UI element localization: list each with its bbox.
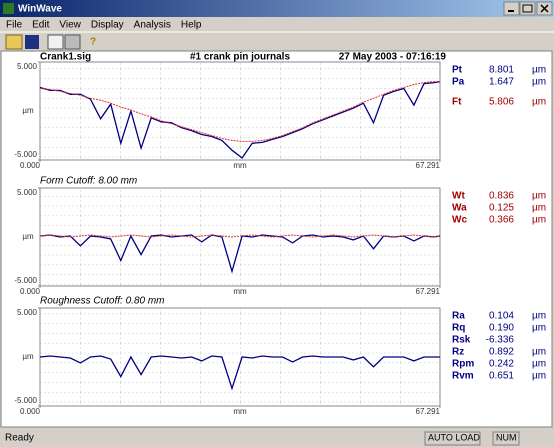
- x-axis-label: mm: [233, 407, 247, 416]
- status-panel-text: AUTO LOAD: [428, 432, 480, 442]
- plot-label: Form Cutoff: 8.00 mm: [40, 176, 137, 187]
- y-tick-label: 5.000: [17, 62, 38, 71]
- save-button[interactable]: [25, 35, 39, 49]
- param-unit: µm: [532, 203, 546, 214]
- param-name: Rz: [452, 347, 464, 358]
- param-unit: µm: [532, 359, 546, 370]
- param-value: 5.806: [489, 97, 514, 108]
- param-unit: µm: [532, 311, 546, 322]
- param-value: 0.104: [489, 311, 514, 322]
- x-axis-label: mm: [233, 287, 247, 296]
- param-name: Rsk: [452, 335, 471, 346]
- menu-item[interactable]: Help: [181, 20, 202, 31]
- svg-text:?: ?: [90, 37, 96, 48]
- trace: [39, 355, 440, 391]
- window-controls[interactable]: [503, 1, 553, 16]
- plot-area: [39, 307, 441, 407]
- y-tick-label: -5.000: [14, 276, 37, 285]
- param-unit: µm: [532, 191, 546, 202]
- plots: 5.000 -5.000 µm 0.000 67.291 mm Pt 8.801 µm Pa 1.6…: [14, 61, 546, 416]
- trace: [39, 234, 441, 238]
- param-value: 0.366: [489, 215, 514, 226]
- param-value: 0.125: [489, 203, 514, 214]
- param-unit: µm: [532, 65, 546, 76]
- param-value: 0.892: [489, 347, 514, 358]
- param-value: 0.190: [489, 323, 514, 334]
- file-name: Crank1.sig: [40, 52, 91, 63]
- plot-area: [39, 61, 441, 161]
- menu-bar: File Edit View Display Analysis Help: [6, 20, 202, 31]
- status-panel: [424, 431, 481, 446]
- x-axis-label: mm: [233, 161, 247, 170]
- menu-item[interactable]: Analysis: [134, 20, 171, 31]
- param-unit: µm: [532, 77, 546, 88]
- param-value: -6.336: [486, 335, 515, 346]
- x-tick-label: 0.000: [20, 407, 41, 416]
- title-bar: [0, 0, 554, 17]
- y-tick-label: 5.000: [17, 188, 38, 197]
- help-button[interactable]: [87, 35, 99, 49]
- menu-item[interactable]: File: [6, 20, 23, 31]
- y-axis-label: µm: [22, 106, 34, 115]
- x-tick-label: 67.291: [416, 161, 441, 170]
- x-tick-label: 67.291: [416, 407, 441, 416]
- print-button[interactable]: [64, 34, 81, 50]
- y-axis-label: µm: [22, 352, 34, 361]
- param-value: 0.651: [489, 371, 514, 382]
- x-tick-label: 0.000: [20, 161, 41, 170]
- trace: [39, 81, 440, 142]
- param-name: Wt: [452, 191, 465, 202]
- param-unit: µm: [532, 97, 546, 108]
- param-name: Wa: [452, 203, 467, 214]
- open-button[interactable]: [5, 34, 23, 50]
- param-name: Ft: [452, 97, 462, 108]
- param-name: Rpm: [452, 359, 474, 370]
- y-tick-label: 5.000: [17, 308, 38, 317]
- copy-button[interactable]: [47, 34, 64, 50]
- minimize-button[interactable]: [503, 1, 520, 16]
- status-panels: AUTO LOAD NUM: [424, 431, 520, 446]
- date: 27 May 2003 - 07:16:19: [339, 52, 447, 63]
- param-unit: µm: [532, 371, 546, 382]
- maximize-button[interactable]: [519, 1, 536, 16]
- param-name: Pa: [452, 77, 465, 88]
- param-value: 0.836: [489, 191, 514, 202]
- x-tick-label: 67.291: [416, 287, 441, 296]
- status-panel-text: NUM: [496, 432, 517, 442]
- param-name: Wc: [452, 215, 467, 226]
- y-tick-label: -5.000: [14, 150, 37, 159]
- window-title: WinWave: [18, 4, 62, 15]
- param-name: Pt: [452, 65, 463, 76]
- app-icon: [3, 3, 14, 14]
- y-axis-label: µm: [22, 232, 34, 241]
- menu-item[interactable]: View: [59, 20, 81, 31]
- trace: [39, 234, 441, 274]
- status-panel: [492, 431, 520, 446]
- menu-item[interactable]: Edit: [32, 20, 49, 31]
- menu-item[interactable]: Display: [91, 20, 124, 31]
- trace: [39, 80, 441, 159]
- param-name: Rq: [452, 323, 465, 334]
- param-unit: µm: [532, 215, 546, 226]
- param-value: 0.242: [489, 359, 514, 370]
- param-unit: µm: [532, 347, 546, 358]
- param-name: Rvm: [452, 371, 474, 382]
- param-value: 8.801: [489, 65, 514, 76]
- y-tick-label: -5.000: [14, 396, 37, 405]
- plot-label: Roughness Cutoff: 0.80 mm: [40, 296, 165, 307]
- status-bar: [0, 430, 554, 447]
- param-value: 1.647: [489, 77, 514, 88]
- param-unit: µm: [532, 323, 546, 334]
- param-name: Ra: [452, 311, 465, 322]
- x-tick-label: 0.000: [20, 287, 41, 296]
- chart-title: #1 crank pin journals: [190, 52, 290, 63]
- status-text: Ready: [5, 433, 34, 444]
- toolbar: ?: [5, 34, 99, 50]
